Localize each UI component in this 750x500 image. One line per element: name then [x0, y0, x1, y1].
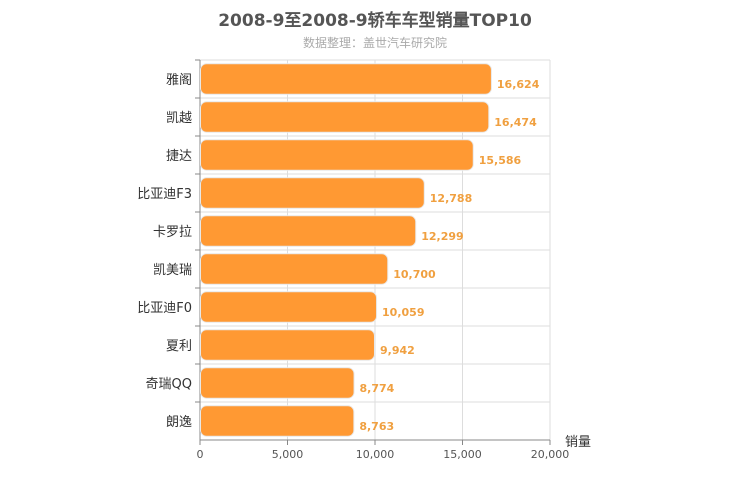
bar: [200, 253, 389, 285]
bar: [200, 101, 490, 133]
bar: [200, 367, 355, 399]
category-label: 比亚迪F3: [137, 187, 192, 202]
x-tick-label: 20,000: [531, 448, 570, 461]
category-label: 凯美瑞: [153, 263, 192, 278]
chart-subtitle: 数据整理：盖世汽车研究院: [302, 36, 447, 50]
data-label: 15,586: [479, 154, 522, 167]
bar: [200, 63, 492, 95]
data-label: 16,624: [497, 78, 540, 91]
category-label: 捷达: [166, 149, 192, 164]
data-label: 10,059: [382, 306, 424, 319]
data-label: 8,774: [360, 382, 395, 395]
chart-title: 2008-9至2008-9轿车车型销量TOP10: [218, 11, 532, 31]
x-tick-label: 15,000: [443, 448, 482, 461]
category-label: 奇瑞QQ: [146, 376, 192, 392]
data-label: 12,788: [430, 192, 472, 205]
bar: [200, 291, 378, 323]
bar: [200, 139, 474, 171]
x-tick-label: 10,000: [356, 448, 395, 461]
x-axis-title: 销量: [565, 435, 591, 450]
category-label: 雅阁: [166, 73, 192, 88]
category-label: 凯越: [166, 111, 192, 126]
bar: [200, 177, 425, 209]
category-label: 比亚迪F0: [137, 301, 192, 316]
data-label: 8,763: [359, 420, 394, 433]
bar: [200, 329, 375, 361]
x-tick-label: 0: [197, 448, 204, 461]
data-label: 12,299: [421, 230, 463, 243]
category-label: 朗逸: [166, 415, 192, 430]
x-tick-label: 5,000: [272, 448, 304, 461]
data-label: 16,474: [494, 116, 537, 129]
category-label: 卡罗拉: [153, 225, 192, 240]
category-label: 夏利: [166, 339, 192, 354]
data-label: 10,700: [393, 268, 436, 281]
bar: [200, 215, 417, 247]
bar: [200, 405, 355, 437]
data-label: 9,942: [380, 344, 415, 357]
